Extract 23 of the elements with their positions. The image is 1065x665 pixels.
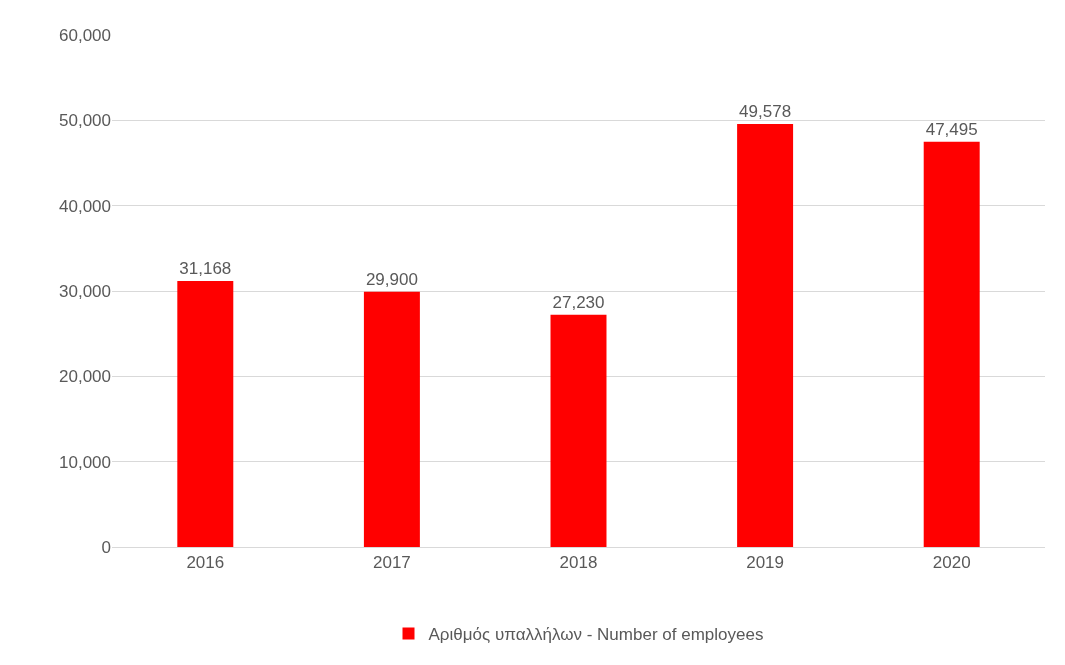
bar <box>363 291 420 547</box>
data-label: 49,578 <box>739 101 792 121</box>
y-tick-label: 60,000 <box>59 25 111 45</box>
x-tick-label: 2016 <box>186 553 225 573</box>
y-tick-label: 30,000 <box>59 281 111 301</box>
x-tick-label: 2017 <box>372 553 411 573</box>
data-label: 27,230 <box>552 292 605 312</box>
y-tick-label: 20,000 <box>59 367 111 387</box>
y-tick-label: 0 <box>101 537 111 557</box>
data-label: 29,900 <box>365 269 418 289</box>
legend-label: Αριθμός υπαλλήλων - Number of employees <box>428 625 764 645</box>
y-tick-label: 50,000 <box>59 111 111 131</box>
bar <box>737 123 794 547</box>
bar <box>177 281 234 547</box>
y-tick-label: 10,000 <box>59 452 111 472</box>
data-label: 31,168 <box>179 259 232 279</box>
bar <box>550 314 607 547</box>
data-label: 47,495 <box>925 119 978 139</box>
x-tick-label: 2018 <box>559 553 598 573</box>
x-tick-label: 2019 <box>746 553 785 573</box>
y-tick-label: 40,000 <box>59 196 111 216</box>
x-tick-label: 2020 <box>932 553 971 573</box>
bar <box>923 141 980 547</box>
